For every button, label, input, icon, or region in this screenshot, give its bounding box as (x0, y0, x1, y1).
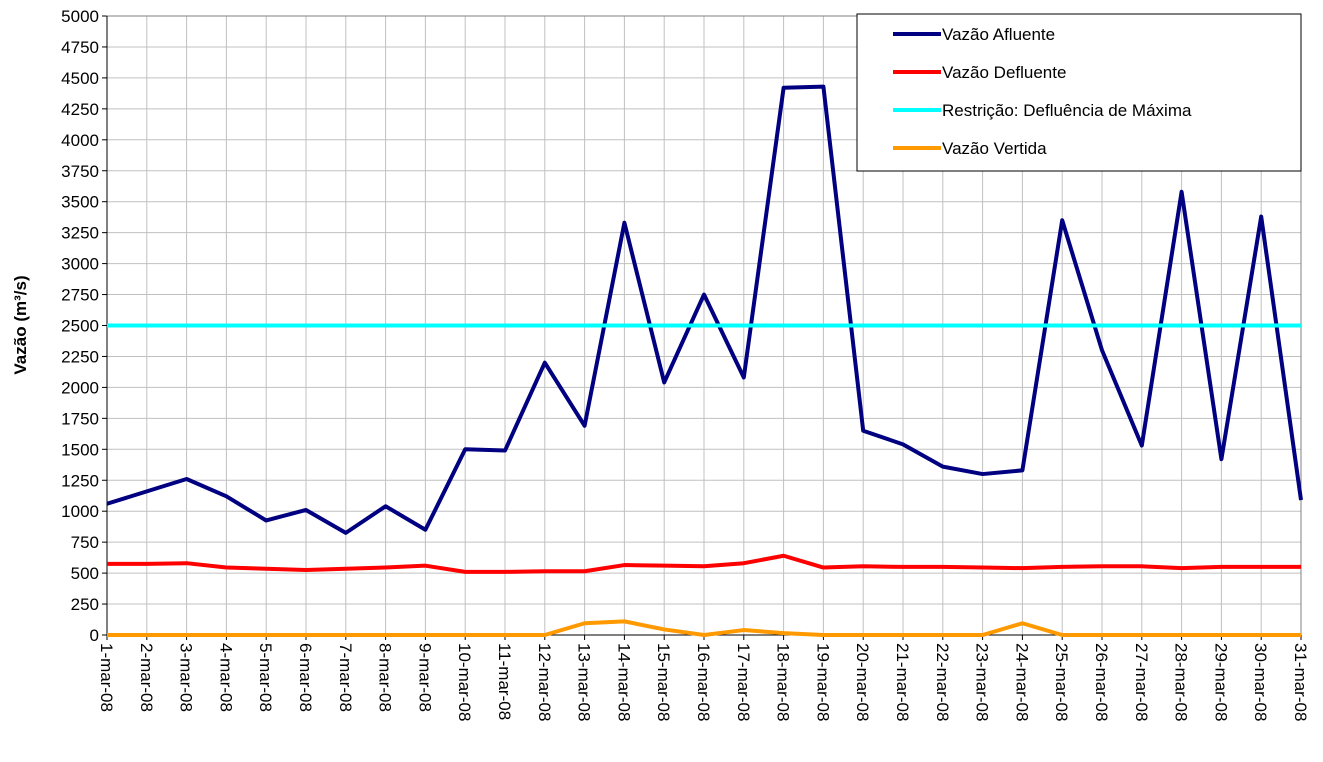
legend-label: Vazão Vertida (942, 139, 1047, 158)
y-tick-label: 3000 (61, 255, 99, 274)
x-tick-label: 18-mar-08 (774, 643, 793, 721)
legend-box (856, 13, 1302, 172)
y-tick-label: 250 (71, 595, 99, 614)
x-tick-label: 21-mar-08 (893, 643, 912, 721)
legend-label: Vazão Afluente (942, 25, 1055, 44)
y-tick-label: 750 (71, 533, 99, 552)
y-tick-label: 4750 (61, 38, 99, 57)
x-tick-label: 25-mar-08 (1052, 643, 1071, 721)
x-tick-label: 8-mar-08 (376, 643, 395, 712)
x-tick-label: 19-mar-08 (813, 643, 832, 721)
y-axis-label: Vazão (m³/s) (11, 275, 30, 374)
y-tick-label: 2000 (61, 378, 99, 397)
x-tick-label: 20-mar-08 (853, 643, 872, 721)
x-tick-label: 29-mar-08 (1211, 643, 1230, 721)
y-tick-label: 500 (71, 564, 99, 583)
y-tick-label: 4500 (61, 69, 99, 88)
x-tick-label: 7-mar-08 (336, 643, 355, 712)
y-tick-label: 4000 (61, 131, 99, 150)
x-tick-label: 9-mar-08 (415, 643, 434, 712)
y-tick-label: 4250 (61, 100, 99, 119)
x-tick-label: 23-mar-08 (973, 643, 992, 721)
x-tick-label: 10-mar-08 (455, 643, 474, 721)
y-tick-label: 0 (90, 626, 99, 645)
series-line (107, 553, 1301, 574)
x-tick-label: 24-mar-08 (1012, 643, 1031, 721)
y-tick-label: 1750 (61, 409, 99, 428)
x-tick-label: 3-mar-08 (177, 643, 196, 712)
x-tick-label: 15-mar-08 (654, 643, 673, 721)
x-tick-label: 31-mar-08 (1291, 643, 1310, 721)
y-tick-label: 1500 (61, 440, 99, 459)
y-tick-label: 2750 (61, 286, 99, 305)
x-tick-label: 28-mar-08 (1172, 643, 1191, 721)
y-tick-label: 3500 (61, 193, 99, 212)
x-tick-label: 16-mar-08 (694, 643, 713, 721)
legend-label: Restrição: Defluência de Máxima (942, 101, 1192, 120)
y-tick-label: 5000 (61, 7, 99, 26)
x-tick-label: 4-mar-08 (216, 643, 235, 712)
legend-label: Vazão Defluente (942, 63, 1066, 82)
y-tick-label: 3750 (61, 162, 99, 181)
x-tick-label: 22-mar-08 (933, 643, 952, 721)
x-tick-label: 13-mar-08 (575, 643, 594, 721)
x-tick-label: 5-mar-08 (256, 643, 275, 712)
x-tick-label: 26-mar-08 (1092, 643, 1111, 721)
y-tick-label: 2500 (61, 317, 99, 336)
x-tick-label: 1-mar-08 (97, 643, 116, 712)
x-tick-label: 14-mar-08 (614, 643, 633, 721)
series-line (106, 84, 1303, 535)
y-tick-label: 1250 (61, 471, 99, 490)
x-tick-label: 30-mar-08 (1251, 643, 1270, 721)
x-tick-label: 12-mar-08 (535, 643, 554, 721)
x-tick-label: 11-mar-08 (495, 643, 514, 720)
y-tick-label: 3250 (61, 224, 99, 243)
y-tick-label: 1000 (61, 502, 99, 521)
series-line (107, 619, 1301, 637)
x-tick-label: 2-mar-08 (137, 643, 156, 712)
x-tick-label: 27-mar-08 (1132, 643, 1151, 721)
x-tick-label: 6-mar-08 (296, 643, 315, 712)
y-tick-label: 2250 (61, 347, 99, 366)
x-tick-label: 17-mar-08 (734, 643, 753, 721)
